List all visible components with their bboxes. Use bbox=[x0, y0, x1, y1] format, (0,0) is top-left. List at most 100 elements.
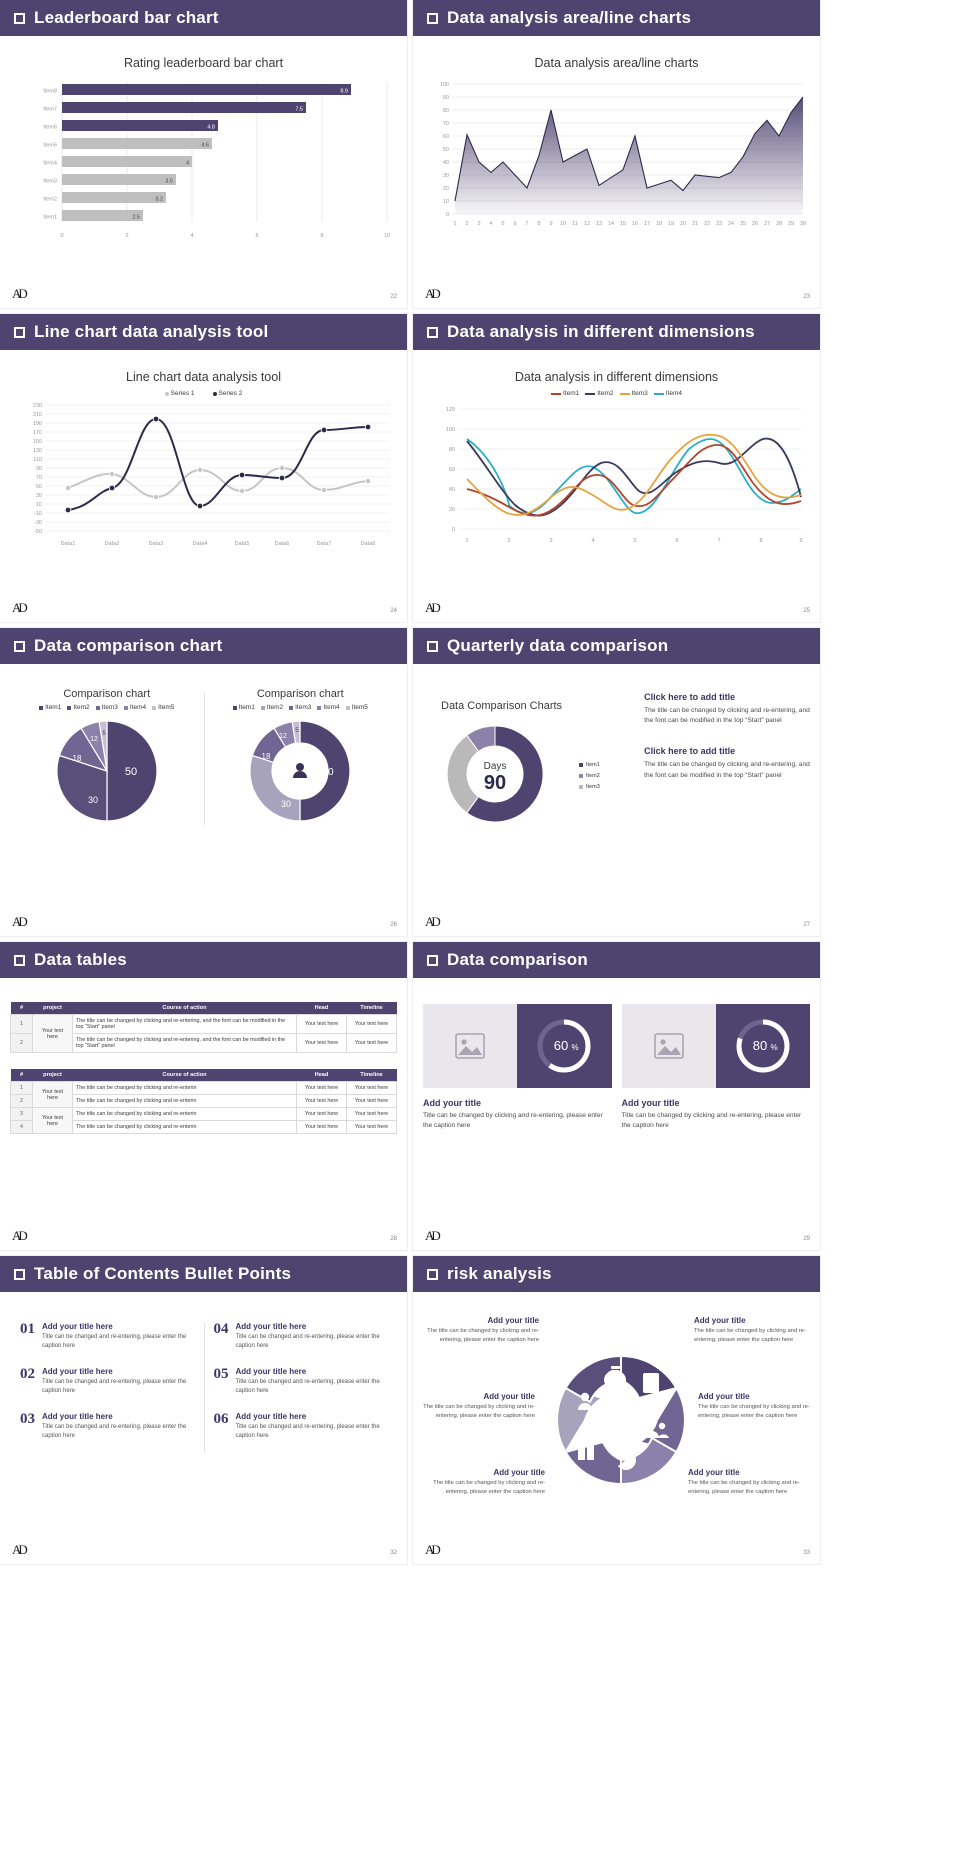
slide-area-line-charts[interactable]: Data analysis area/line charts Data anal… bbox=[413, 0, 820, 308]
cell-action: The title can be changed by clicking and… bbox=[72, 1014, 297, 1034]
svg-text:12: 12 bbox=[90, 736, 98, 743]
square-bullet-icon bbox=[14, 1268, 25, 1280]
comparison-card[interactable]: 60 % bbox=[423, 1004, 612, 1088]
svg-text:2.5: 2.5 bbox=[132, 215, 140, 221]
svg-text:29: 29 bbox=[788, 221, 794, 227]
risk-label-title: Add your title bbox=[487, 1316, 539, 1325]
svg-text:50: 50 bbox=[36, 484, 42, 490]
svg-text:3.5: 3.5 bbox=[165, 179, 173, 185]
toc-item[interactable]: 01 Add your title here Title can be chan… bbox=[20, 1322, 194, 1351]
svg-text:3: 3 bbox=[477, 221, 480, 227]
slide-leaderboard-bar-chart[interactable]: Leaderboard bar chart Rating leaderboard… bbox=[0, 0, 407, 308]
legend-label: Item3 bbox=[586, 784, 600, 790]
slide-title: Data analysis in different dimensions bbox=[447, 322, 755, 341]
toc-item[interactable]: 03 Add your title here Title can be chan… bbox=[20, 1412, 194, 1441]
slide-line-chart-tool[interactable]: Line chart data analysis tool Line chart… bbox=[0, 314, 407, 622]
legend-label: Item5 bbox=[351, 704, 368, 711]
pie-block-right: Comparison chart Item1 Item2 Item3 Item4… bbox=[207, 676, 393, 833]
slide-table-of-contents[interactable]: Table of Contents Bullet Points 01 Add y… bbox=[0, 1256, 407, 1564]
legend-swatch bbox=[95, 705, 100, 710]
percent-unit: % bbox=[770, 1043, 777, 1052]
svg-text:19: 19 bbox=[668, 221, 674, 227]
toc-item[interactable]: 06 Add your title here Title can be chan… bbox=[214, 1412, 388, 1441]
slide-data-comparison[interactable]: Data comparison bbox=[413, 942, 820, 1250]
text-block: Click here to add title The title can be… bbox=[644, 692, 810, 726]
svg-text:8.9: 8.9 bbox=[340, 89, 348, 95]
toc-item[interactable]: 02 Add your title here Title can be chan… bbox=[20, 1367, 194, 1396]
risk-diagram: Add your title The title can be changed … bbox=[423, 1300, 810, 1550]
svg-text:110: 110 bbox=[33, 457, 42, 463]
svg-text:13: 13 bbox=[596, 221, 602, 227]
legend-swatch bbox=[619, 392, 630, 395]
pie-charts-row: Comparison chart Item1 Item2 Item3 Item4… bbox=[10, 676, 397, 833]
legend-swatch bbox=[317, 705, 322, 710]
toc-number: 06 bbox=[213, 1411, 229, 1427]
svg-text:Data3: Data3 bbox=[149, 541, 164, 547]
svg-text:Data8: Data8 bbox=[361, 541, 376, 547]
legend-label: Series 1 bbox=[170, 390, 195, 397]
page-number: 27 bbox=[803, 922, 810, 928]
legend-swatch bbox=[289, 705, 294, 710]
legend-item: Series 1 bbox=[164, 390, 195, 397]
donut-legend: Item1 Item2 Item3 bbox=[579, 762, 600, 790]
svg-text:14: 14 bbox=[608, 221, 614, 227]
svg-text:Item7: Item7 bbox=[43, 107, 57, 113]
cell-num: 1 bbox=[10, 1014, 33, 1034]
svg-text:Item6: Item6 bbox=[43, 125, 57, 131]
caption-text: Title can be changed by clicking and re-… bbox=[621, 1112, 802, 1129]
svg-text:90: 90 bbox=[443, 95, 449, 101]
cell-num: 3 bbox=[10, 1107, 33, 1121]
legend-item: Series 2 bbox=[212, 390, 243, 397]
slide-banner: Data analysis area/line charts bbox=[413, 0, 820, 36]
cell-head: Your text here bbox=[296, 1107, 347, 1121]
svg-text:-50: -50 bbox=[34, 529, 42, 535]
toc-item[interactable]: 05 Add your title here Title can be chan… bbox=[214, 1367, 388, 1396]
th-head: Head bbox=[296, 1069, 347, 1082]
brand-logo: AD bbox=[425, 600, 441, 615]
legend-swatch bbox=[345, 705, 350, 710]
toc-item[interactable]: 04 Add your title here Title can be chan… bbox=[214, 1322, 388, 1351]
text-blocks-panel: Click here to add title The title can be… bbox=[644, 678, 810, 836]
svg-text:Item8: Item8 bbox=[43, 89, 57, 95]
legend-label: Item1 bbox=[586, 762, 600, 768]
slide-data-comparison-chart[interactable]: Data comparison chart Comparison chart I… bbox=[0, 628, 407, 936]
legend-item: Item3 bbox=[619, 390, 648, 397]
slide-quarterly-data-comparison[interactable]: Quarterly data comparison Data Compariso… bbox=[413, 628, 820, 936]
svg-text:30: 30 bbox=[281, 799, 291, 809]
chart-legend: Series 1 Series 2 bbox=[10, 390, 397, 397]
slide-data-tables[interactable]: Data tables # project Course of action H… bbox=[0, 942, 407, 1250]
legend-item: Item2 bbox=[585, 390, 614, 397]
svg-text:5: 5 bbox=[102, 731, 106, 737]
toc-number: 03 bbox=[20, 1411, 35, 1427]
brand-logo: AD bbox=[425, 914, 441, 929]
svg-text:Item3: Item3 bbox=[43, 179, 57, 185]
page-number: 29 bbox=[803, 1236, 810, 1242]
progress-ring: 80 % bbox=[736, 1019, 790, 1073]
cell-timeline: Your text here bbox=[346, 1081, 397, 1095]
svg-text:60: 60 bbox=[443, 134, 449, 140]
brand-logo: AD bbox=[425, 1228, 441, 1243]
svg-text:7.5: 7.5 bbox=[295, 107, 303, 113]
svg-text:20: 20 bbox=[449, 507, 455, 513]
slide-different-dimensions[interactable]: Data analysis in different dimensions Da… bbox=[413, 314, 820, 622]
svg-text:18: 18 bbox=[262, 752, 271, 761]
svg-text:120: 120 bbox=[446, 407, 455, 413]
slide-risk-analysis[interactable]: risk analysis bbox=[413, 1256, 820, 1564]
data-table-2: # project Course of action Head Timeline… bbox=[10, 1069, 397, 1134]
legend-label: Series 2 bbox=[218, 390, 243, 397]
svg-text:10: 10 bbox=[560, 221, 566, 227]
legend-label: Item2 bbox=[597, 390, 614, 397]
svg-text:90: 90 bbox=[36, 466, 42, 472]
page-number: 26 bbox=[390, 922, 397, 928]
caption-title: Add your title bbox=[621, 1098, 680, 1108]
svg-text:22: 22 bbox=[704, 221, 710, 227]
toc-number: 05 bbox=[213, 1366, 229, 1382]
slide-banner: Leaderboard bar chart bbox=[0, 0, 407, 36]
svg-text:20: 20 bbox=[680, 221, 686, 227]
toc-columns: 01 Add your title here Title can be chan… bbox=[10, 1322, 397, 1457]
comparison-card[interactable]: 80 % bbox=[621, 1004, 810, 1088]
svg-text:20: 20 bbox=[443, 186, 449, 192]
svg-text:7: 7 bbox=[717, 538, 720, 544]
slide-banner: Data tables bbox=[0, 942, 407, 978]
slide-title: Data comparison bbox=[447, 950, 588, 969]
